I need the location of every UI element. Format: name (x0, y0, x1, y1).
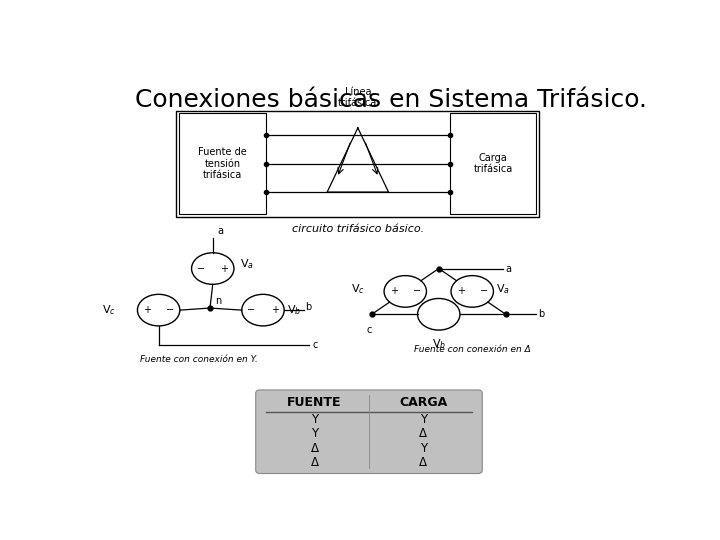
Text: c: c (312, 340, 318, 349)
Text: n: n (215, 296, 222, 306)
Text: V$_c$: V$_c$ (351, 282, 364, 296)
Text: Y: Y (420, 413, 427, 426)
Text: Y: Y (420, 442, 427, 455)
Text: +: + (271, 305, 279, 315)
Text: −: − (197, 264, 205, 274)
Text: FUENTE: FUENTE (287, 396, 342, 409)
Text: Carga
trifásica: Carga trifásica (474, 153, 513, 174)
FancyBboxPatch shape (256, 390, 482, 474)
Text: c: c (366, 325, 372, 335)
Text: CARGA: CARGA (400, 396, 448, 409)
Text: V$_a$: V$_a$ (240, 258, 253, 271)
Text: +: + (220, 264, 228, 274)
Text: −: − (480, 286, 488, 296)
Text: Δ: Δ (420, 427, 428, 440)
Text: Fuente con conexión en Y.: Fuente con conexión en Y. (140, 355, 258, 364)
Text: Fuente de
tensión
trifásica: Fuente de tensión trifásica (198, 147, 247, 180)
Text: −: − (413, 286, 421, 296)
Text: b: b (305, 302, 312, 312)
Text: a: a (505, 264, 512, 274)
Text: −: − (247, 305, 256, 315)
Text: Δ: Δ (420, 456, 428, 469)
Text: −: − (166, 305, 174, 315)
Text: Fuente con conexión en Δ: Fuente con conexión en Δ (414, 346, 531, 354)
Text: b: b (538, 309, 544, 319)
Text: +: + (143, 305, 151, 315)
Text: Δ: Δ (310, 456, 318, 469)
Text: a: a (217, 226, 223, 236)
Text: Conexiones básicas en Sistema Trifásico.: Conexiones básicas en Sistema Trifásico. (135, 87, 647, 112)
Bar (179, 113, 266, 214)
Bar (450, 113, 536, 214)
Text: Y: Y (311, 427, 318, 440)
Text: +: + (390, 286, 397, 296)
Bar (176, 111, 539, 217)
Text: +: + (456, 286, 464, 296)
Text: Y: Y (311, 413, 318, 426)
Text: circuito trifásico básico.: circuito trifásico básico. (292, 224, 424, 234)
Text: Línea
trifásica: Línea trifásica (338, 87, 377, 109)
Text: V$_a$: V$_a$ (496, 282, 510, 296)
Text: V$_b$: V$_b$ (287, 303, 301, 317)
Text: V$_b$: V$_b$ (431, 338, 446, 352)
Text: V$_c$: V$_c$ (102, 303, 116, 317)
Text: Δ: Δ (310, 442, 318, 455)
